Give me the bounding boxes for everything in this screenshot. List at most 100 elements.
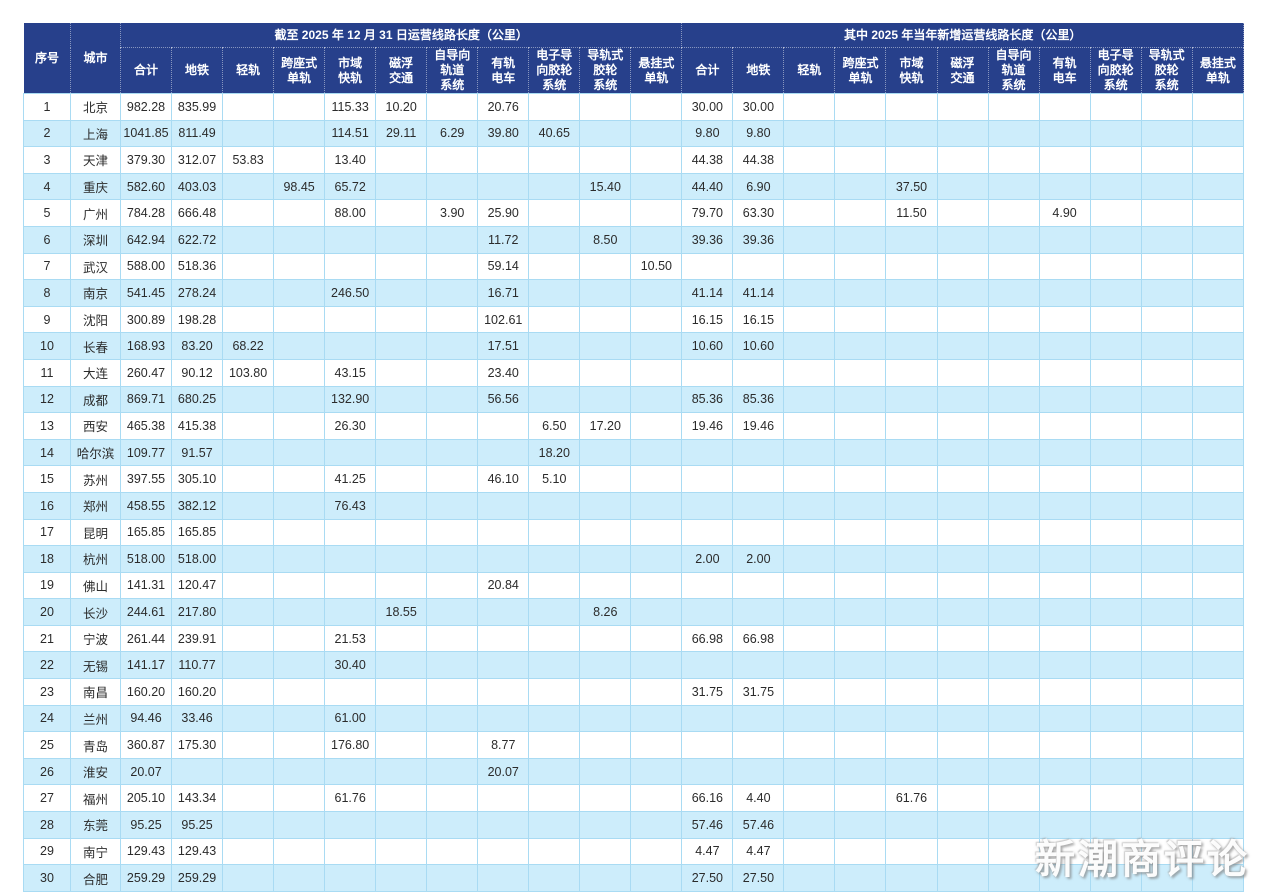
value-cell	[1038, 837, 1091, 866]
row-index: 3	[23, 146, 71, 174]
value-cell	[936, 784, 989, 813]
value-cell	[1038, 757, 1091, 786]
value-cell: 205.10	[119, 784, 173, 813]
value-cell	[375, 199, 428, 227]
value-cell	[1089, 225, 1142, 254]
value-cell	[375, 704, 428, 733]
value-cell	[1038, 385, 1091, 414]
value-cell	[375, 757, 428, 786]
value-cell: 465.38	[119, 412, 173, 440]
value-cell	[1191, 225, 1245, 254]
row-index: 21	[23, 624, 71, 653]
value-cell	[324, 545, 377, 573]
city-name: 大连	[70, 358, 121, 387]
col-header-g2-0: 合计	[681, 47, 734, 94]
value-cell	[783, 651, 836, 680]
value-cell	[324, 438, 377, 467]
value-cell	[783, 146, 836, 174]
value-cell	[273, 119, 326, 148]
value-cell	[273, 252, 326, 281]
value-cell	[1140, 252, 1193, 281]
value-cell	[1089, 385, 1142, 414]
value-cell: 4.47	[681, 837, 734, 866]
value-cell	[579, 678, 632, 706]
value-cell	[681, 651, 734, 680]
value-cell: 259.29	[119, 864, 173, 892]
value-cell	[936, 518, 989, 547]
value-cell	[375, 545, 428, 573]
value-cell: 56.56	[477, 385, 530, 414]
value-cell	[375, 305, 428, 334]
value-cell	[1140, 172, 1193, 201]
value-cell: 168.93	[119, 332, 173, 360]
value-cell	[1191, 811, 1245, 839]
value-cell	[1191, 93, 1245, 121]
value-cell	[987, 491, 1040, 520]
value-cell	[630, 704, 683, 733]
value-cell	[1140, 518, 1193, 547]
value-cell	[222, 651, 275, 680]
city-name: 深圳	[70, 225, 121, 254]
value-cell	[324, 837, 377, 866]
row-index: 18	[23, 545, 71, 573]
value-cell	[528, 172, 581, 201]
value-cell: 21.53	[324, 624, 377, 653]
value-cell	[1038, 358, 1091, 387]
value-cell: 869.71	[119, 385, 173, 414]
value-cell	[1191, 864, 1245, 892]
value-cell	[528, 279, 581, 307]
value-cell: 20.07	[477, 757, 530, 786]
row-index: 25	[23, 731, 71, 759]
value-cell: 66.16	[681, 784, 734, 813]
value-cell	[477, 837, 530, 866]
value-cell	[783, 518, 836, 547]
row-index: 30	[23, 864, 71, 892]
value-cell	[936, 731, 989, 759]
value-cell	[1140, 651, 1193, 680]
value-cell	[375, 811, 428, 839]
value-cell: 666.48	[171, 199, 224, 227]
value-cell	[222, 864, 275, 892]
value-cell	[681, 465, 734, 493]
value-cell	[477, 146, 530, 174]
value-cell	[1140, 704, 1193, 733]
value-cell	[1191, 678, 1245, 706]
header-subcol-row: 合计 地铁 轻轨 跨座式 单轨 市域 快轨 磁浮 交通 自导向 轨道 系统 有轨 电车 电子导 …	[24, 47, 1245, 94]
value-cell	[1089, 252, 1142, 281]
value-cell	[1191, 358, 1245, 387]
value-cell: 109.77	[119, 438, 173, 467]
value-cell	[936, 93, 989, 121]
row-index: 14	[23, 438, 71, 467]
value-cell: 9.80	[732, 119, 785, 148]
value-cell	[1140, 491, 1193, 520]
value-cell	[1038, 172, 1091, 201]
value-cell	[222, 784, 275, 813]
value-cell	[987, 757, 1040, 786]
value-cell	[222, 305, 275, 334]
table-row: 27 福州 205.10 143.34 61.76 66.16 4.40 61.76	[23, 784, 1245, 813]
value-cell: 132.90	[324, 385, 377, 414]
value-cell: 85.36	[732, 385, 785, 414]
row-index: 2	[23, 119, 71, 148]
value-cell: 83.20	[171, 332, 224, 360]
value-cell	[477, 704, 530, 733]
value-cell	[375, 332, 428, 360]
value-cell	[579, 784, 632, 813]
value-cell	[732, 465, 785, 493]
value-cell	[834, 332, 887, 360]
value-cell	[273, 491, 326, 520]
value-cell	[1089, 465, 1142, 493]
value-cell	[783, 358, 836, 387]
row-index: 19	[23, 571, 71, 600]
value-cell	[834, 545, 887, 573]
value-cell	[987, 119, 1040, 148]
city-name: 长沙	[70, 598, 121, 626]
value-cell: 165.85	[171, 518, 224, 547]
value-cell	[1089, 491, 1142, 520]
value-cell	[987, 305, 1040, 334]
value-cell	[987, 252, 1040, 281]
value-cell	[630, 172, 683, 201]
value-cell	[1140, 119, 1193, 148]
value-cell	[1191, 332, 1245, 360]
value-cell: 65.72	[324, 172, 377, 201]
